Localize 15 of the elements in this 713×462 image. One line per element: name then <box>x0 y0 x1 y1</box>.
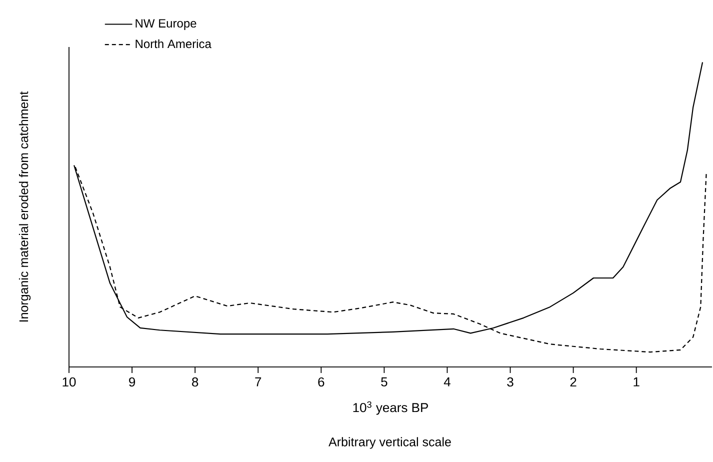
x-tick-label: 9 <box>129 377 136 387</box>
x-tick-label: 5 <box>381 377 388 386</box>
x-tick-label: 6 <box>318 377 324 387</box>
x-tick-label: 4 <box>444 377 450 386</box>
x-tick-label: 10 <box>62 377 76 387</box>
x-tick-label: 7 <box>255 377 262 386</box>
x-axis-title: 10$^{3}$ years BP <box>353 401 428 415</box>
y-axis-title: Inorganic material eroded from catchment <box>18 91 31 322</box>
x-tick-label: 2 <box>570 377 576 386</box>
x-tick-label: 3 <box>507 377 514 387</box>
text: Arbitrary vertical scale <box>328 437 451 449</box>
legend-label: North America <box>136 39 212 48</box>
x-tick-label: 1 <box>634 377 640 386</box>
legend-label: NW Europe <box>136 19 196 30</box>
x-tick-label: 8 <box>192 377 198 387</box>
